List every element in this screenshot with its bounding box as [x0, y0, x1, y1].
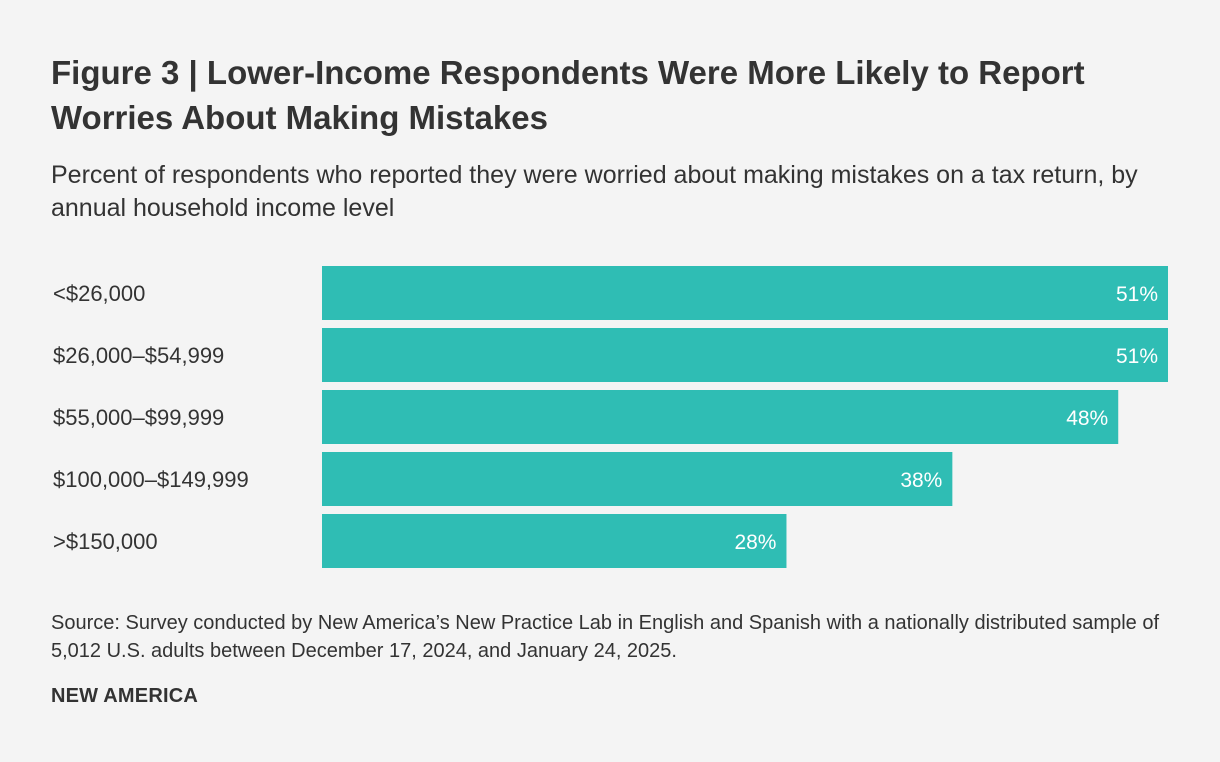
bar: [322, 452, 953, 506]
bar: [322, 514, 787, 568]
chart-subtitle: Percent of respondents who reported they…: [51, 161, 1138, 222]
source-note: Source: Survey conducted by New America’…: [51, 612, 1159, 662]
bar: [322, 328, 1168, 382]
bar: [322, 390, 1119, 444]
bar-value-label: 51%: [1116, 345, 1158, 368]
chart-title: Figure 3 | Lower-Income Respondents Were…: [51, 54, 1085, 136]
category-label: $100,000–$149,999: [53, 467, 249, 492]
bar-value-label: 48%: [1066, 407, 1108, 430]
bar: [322, 266, 1168, 320]
bars-group: <$26,000 51% $26,000–$54,999 51% $55,000–$99…: [53, 266, 1168, 568]
category-label: >$150,000: [53, 529, 158, 554]
bar-value-label: 51%: [1116, 283, 1158, 306]
bar-value-label: 38%: [900, 469, 942, 492]
bar-value-label: 28%: [734, 531, 776, 554]
category-label: <$26,000: [53, 281, 145, 306]
brand-logo: NEW AMERICA: [51, 685, 199, 707]
category-label: $55,000–$99,999: [53, 405, 224, 430]
category-label: $26,000–$54,999: [53, 343, 224, 368]
